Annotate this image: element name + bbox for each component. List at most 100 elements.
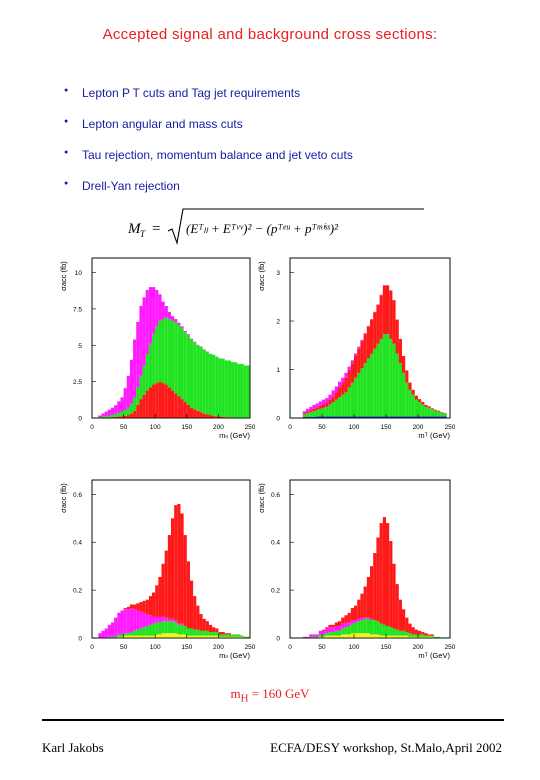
histogram-bin: [405, 632, 409, 636]
histogram-bin: [110, 414, 115, 418]
histogram-bin: [133, 397, 137, 411]
histogram-bin: [354, 377, 358, 417]
histogram-bin: [437, 636, 441, 638]
x-tick-label: 0: [90, 644, 94, 651]
x-tick-label: 50: [318, 644, 326, 651]
histogram-bin: [418, 630, 422, 635]
histogram-bin: [215, 635, 219, 638]
histogram-bin: [136, 603, 140, 611]
histogram-bin: [325, 627, 329, 629]
y-tick-label: 0.2: [271, 588, 280, 595]
histogram-bin: [180, 399, 184, 418]
histogram-bin: [325, 633, 329, 636]
y-axis-label: σacc (fb): [257, 483, 266, 513]
histogram-bin: [180, 624, 184, 635]
histogram-bin: [360, 341, 364, 369]
histogram-bin: [193, 342, 197, 410]
y-tick-label: 0: [276, 416, 280, 423]
histogram-bin: [117, 412, 121, 417]
histogram-bin: [215, 628, 219, 633]
histogram-bin: [202, 618, 206, 631]
histogram-bin: [142, 627, 146, 636]
histogram-bin: [123, 415, 127, 418]
histogram-bin: [158, 320, 162, 382]
histogram-bin: [114, 636, 118, 638]
bullet-item: Lepton P T cuts and Tag jet requirements: [60, 86, 500, 117]
x-tick-label: 0: [288, 424, 292, 431]
histogram-bin: [392, 628, 396, 636]
histogram-bin: [107, 415, 111, 418]
histogram-bin: [158, 617, 162, 623]
histogram-bin: [117, 401, 121, 413]
histogram-bin: [398, 416, 402, 418]
histogram-bin: [309, 412, 313, 418]
histogram-bin: [379, 623, 383, 636]
histogram-bin: [120, 634, 124, 637]
histogram-bin: [177, 324, 181, 397]
histogram-bin: [402, 609, 406, 631]
histogram-bin: [133, 410, 137, 418]
histogram-bin: [302, 417, 306, 418]
histogram-bin: [110, 417, 115, 418]
histogram-bin: [171, 618, 175, 622]
histogram-bin: [164, 617, 168, 622]
histogram-bin: [322, 399, 326, 405]
histogram-bin: [107, 624, 111, 637]
histogram-bin: [189, 338, 194, 340]
histogram-bin: [142, 612, 146, 628]
histogram-bin: [395, 635, 399, 638]
histogram-bin: [117, 634, 121, 637]
y-tick-label: 3: [276, 270, 280, 277]
histogram-bin: [402, 630, 406, 636]
formula-lhs: M: [128, 221, 142, 237]
histogram-bin: [215, 356, 219, 417]
histogram-bin: [302, 411, 306, 414]
histogram-bin: [110, 622, 115, 637]
histogram-bin: [347, 366, 351, 371]
histogram-bin: [341, 634, 345, 638]
transverse-mass-formula: M T = (Eᵀₗₗ + Eᵀᵛᵛ)² − (pᵀᵉᵘ + pᵀᵐⁱˢˢ)²: [128, 208, 424, 246]
histogram-bin: [177, 322, 181, 325]
histogram-bin: [237, 636, 241, 638]
histogram-bin: [325, 416, 329, 418]
histogram-bin: [158, 622, 162, 635]
histogram-bin: [167, 311, 171, 320]
histogram-bin: [202, 630, 206, 636]
histogram-bin: [386, 523, 390, 627]
histogram-bin: [376, 537, 380, 622]
histogram-bin: [174, 633, 178, 638]
histogram-bin: [139, 602, 143, 612]
histogram-bin: [224, 417, 228, 418]
histogram-bin: [148, 624, 153, 636]
histogram-bin: [411, 634, 415, 637]
histogram-bin: [424, 635, 428, 637]
histogram-bin: [164, 621, 168, 634]
x-axis-label: mᵀ (GeV): [418, 431, 450, 440]
histogram-bin: [139, 635, 143, 638]
histogram-bin: [129, 632, 134, 636]
histogram-bin: [430, 408, 434, 410]
histogram-bin: [366, 325, 370, 327]
histogram-bin: [370, 566, 374, 619]
histogram-bin: [155, 616, 159, 623]
y-tick-label: 0: [78, 636, 82, 643]
histogram-bin: [424, 406, 428, 417]
histogram-bin: [357, 416, 361, 418]
plot-border: [91, 479, 251, 639]
histogram-bin: [114, 413, 118, 417]
histogram-bin: [382, 334, 386, 417]
histogram-bin: [136, 629, 140, 636]
histogram-bin: [363, 334, 367, 364]
histogram-bin: [427, 635, 431, 637]
histogram-bin: [167, 633, 171, 638]
histogram-bin: [98, 415, 102, 417]
histogram-bin: [164, 633, 168, 638]
histogram-bin: [418, 634, 422, 637]
histogram-bin: [189, 339, 194, 408]
histogram-bin: [224, 634, 228, 637]
histogram-bin: [325, 402, 329, 407]
histogram-bin: [414, 399, 418, 417]
histogram-bin: [167, 535, 171, 619]
histogram-bin: [227, 360, 232, 418]
histogram-bin: [158, 294, 162, 321]
